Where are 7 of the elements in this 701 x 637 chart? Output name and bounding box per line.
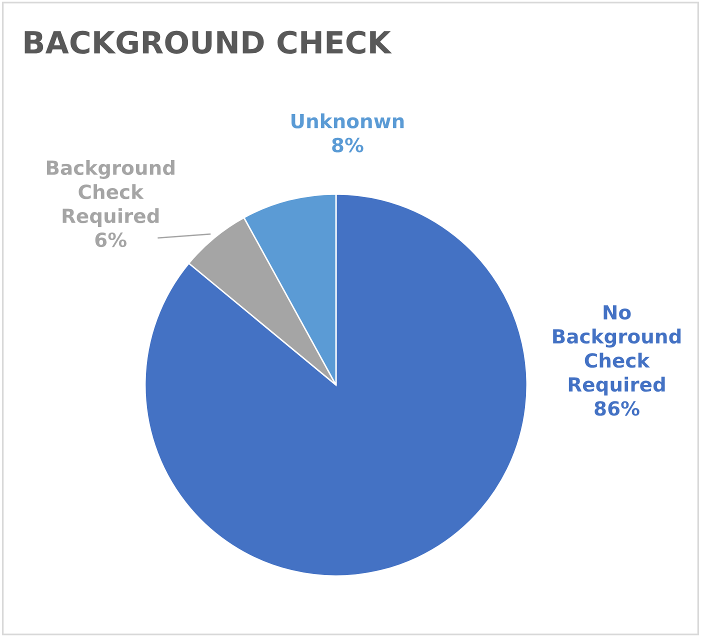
data-label: 8% (332, 138, 364, 152)
data-label: 6% (95, 232, 127, 248)
slice-label: Background Check Required (46, 160, 174, 227)
slice-label: No Background Check Required (553, 305, 681, 396)
slice-label: Unknonwn (292, 113, 404, 128)
chart-title: BACKGROUND CHECK (24, 30, 392, 54)
data-label: 86% (594, 401, 640, 416)
